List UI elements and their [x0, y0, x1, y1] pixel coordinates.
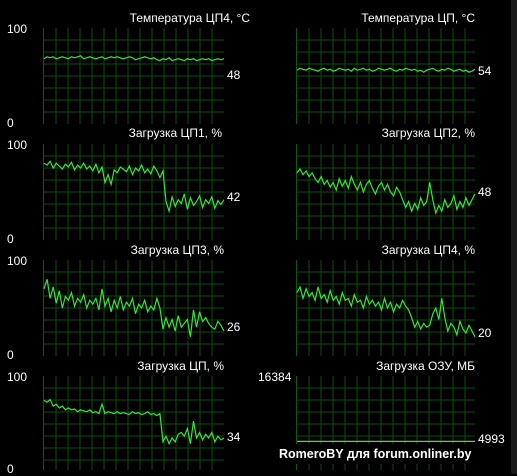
graph-area: [296, 28, 476, 124]
current-value: 42: [227, 190, 241, 204]
y-max-label: 100: [7, 138, 28, 152]
series-line: [296, 67, 476, 73]
y-min-label: 0: [7, 462, 14, 476]
y-max-label: 16384: [258, 370, 292, 384]
graph-area: [43, 144, 225, 240]
panel-cpu-load: Загрузка ЦП, % 100 0 34: [0, 354, 258, 476]
panel-title: Загрузка ЦП2, %: [381, 126, 475, 140]
panel-title: Температура ЦП, °C: [361, 11, 475, 25]
line-chart: [43, 260, 225, 356]
current-value: 34: [227, 430, 241, 444]
y-min-label: 0: [7, 348, 14, 362]
series-line: [43, 279, 225, 337]
panel-title: Температура ЦП4, °C: [129, 11, 250, 25]
current-value: 48: [478, 185, 492, 199]
series-line: [296, 285, 476, 338]
panel-cpu4-load: Загрузка ЦП4, % 20: [258, 236, 517, 356]
graph-area: [43, 260, 225, 356]
y-min-label: 0: [7, 116, 14, 130]
graph-area: [43, 376, 225, 470]
panel-title: Загрузка ЦП3, %: [130, 243, 224, 257]
panel-cpu-temp: Температура ЦП, °C 54: [258, 0, 517, 124]
graph-area: [43, 28, 225, 124]
line-chart: [43, 144, 225, 240]
series-line: [296, 167, 476, 216]
graph-area: [296, 260, 476, 356]
line-chart: [296, 28, 476, 124]
panel-cpu3-load: Загрузка ЦП3, % 100 0 26: [0, 236, 258, 362]
panel-title: Загрузка ЦП1, %: [128, 126, 222, 140]
series-line: [43, 55, 225, 62]
line-chart: [296, 144, 476, 240]
panel-title: Загрузка ЦП4, %: [381, 243, 475, 257]
series-line: [43, 398, 225, 446]
panel-cpu2-load: Загрузка ЦП2, % 48: [258, 118, 517, 240]
line-chart: [43, 376, 225, 470]
panel-cpu4-temp: 100 Температура ЦП4, °C 0 48: [0, 0, 258, 130]
current-value: 26: [227, 320, 241, 334]
panel-cpu1-load: Загрузка ЦП1, % 100 0 42: [0, 118, 258, 246]
y-max-label: 100: [7, 370, 28, 384]
panel-title: Загрузка ОЗУ, МБ: [376, 359, 475, 373]
current-value: 54: [478, 64, 492, 78]
line-chart: [296, 260, 476, 356]
y-max-label: 100: [7, 254, 28, 268]
panel-title: Загрузка ЦП, %: [137, 359, 224, 373]
scrollbar[interactable]: [511, 0, 517, 474]
current-value: 48: [227, 68, 241, 82]
current-value: 4993: [478, 432, 505, 446]
watermark-text: RomeroBY для forum.onliner.by: [275, 444, 517, 464]
y-min-label: 0: [7, 232, 14, 246]
y-max-label: 100: [7, 22, 28, 36]
graph-area: [296, 144, 476, 240]
line-chart: [43, 28, 225, 124]
current-value: 20: [478, 326, 492, 340]
series-line: [43, 160, 225, 214]
